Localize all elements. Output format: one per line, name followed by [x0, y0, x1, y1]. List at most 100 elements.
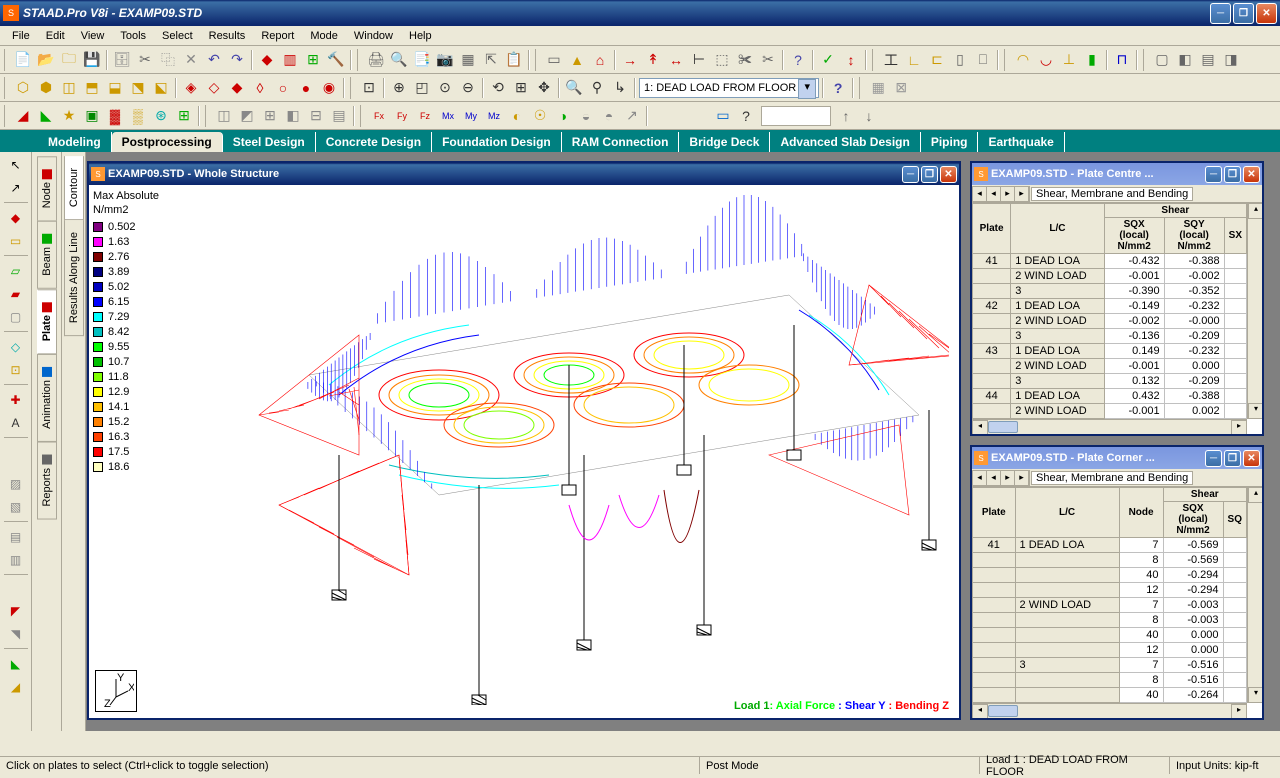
- menu-edit[interactable]: Edit: [38, 28, 73, 44]
- export-icon[interactable]: ⇱: [480, 49, 502, 71]
- sel-geom-icon[interactable]: ◇: [5, 336, 27, 358]
- rot4-icon[interactable]: ◊: [249, 77, 271, 99]
- move-icon[interactable]: ↔: [665, 49, 687, 71]
- s6-icon[interactable]: ▤: [328, 105, 350, 127]
- s5-icon[interactable]: ⊟: [305, 105, 327, 127]
- table-row[interactable]: 421 DEAD LOA-0.149-0.232: [973, 299, 1247, 314]
- doc-icon[interactable]: 📋: [503, 49, 525, 71]
- fx-icon[interactable]: Fx: [368, 105, 390, 127]
- m2-icon[interactable]: ▧: [5, 496, 27, 518]
- res3-icon[interactable]: ◑: [552, 105, 574, 127]
- table-row[interactable]: 40-0.294: [973, 568, 1247, 583]
- mode-tab-ram-connection[interactable]: RAM Connection: [562, 132, 680, 152]
- save-icon[interactable]: 💾: [81, 49, 103, 71]
- close-button[interactable]: ✕: [1256, 3, 1277, 24]
- maximize-button[interactable]: ❐: [1233, 3, 1254, 24]
- select-icon[interactable]: ⬚: [711, 49, 733, 71]
- hscroll[interactable]: [972, 419, 1247, 434]
- plus-icon[interactable]: ✚: [5, 389, 27, 411]
- help2-icon[interactable]: ?: [827, 77, 849, 99]
- page-tab-animation[interactable]: Animation: [37, 354, 57, 442]
- pc-min-button[interactable]: ─: [1205, 166, 1222, 183]
- menu-tools[interactable]: Tools: [112, 28, 154, 44]
- redo-icon[interactable]: ↷: [226, 49, 248, 71]
- q-icon[interactable]: ?: [735, 105, 757, 127]
- up-icon[interactable]: ↑: [835, 105, 857, 127]
- g1-icon[interactable]: ▦: [867, 77, 889, 99]
- tube-icon[interactable]: ▯: [949, 49, 971, 71]
- sheet-tab[interactable]: Shear, Membrane and Bending: [1031, 187, 1193, 201]
- structure-viewport[interactable]: Max Absolute N/mm2 0.5021.632.763.895.02…: [89, 185, 959, 718]
- copy-icon[interactable]: ⿻: [157, 49, 179, 71]
- knife-icon[interactable]: ✀: [734, 49, 756, 71]
- plate-centre-table[interactable]: PlateL/CShear SQX (local) N/mm2SQY (loca…: [972, 203, 1247, 419]
- mode-tab-concrete-design[interactable]: Concrete Design: [316, 132, 432, 152]
- table-row[interactable]: 37-0.516: [973, 658, 1247, 673]
- cube1-icon[interactable]: ⬡: [12, 77, 34, 99]
- sheet-tab-2[interactable]: Shear, Membrane and Bending: [1031, 471, 1193, 485]
- pk-close-button[interactable]: ✕: [1243, 450, 1260, 467]
- table-row[interactable]: 2 WIND LOAD-0.001-0.002: [973, 269, 1247, 284]
- vscroll[interactable]: [1247, 203, 1262, 419]
- v4-icon[interactable]: ◢: [5, 676, 27, 698]
- child-min-button[interactable]: ─: [902, 166, 919, 183]
- table-row[interactable]: 441 DEAD LOA0.432-0.388: [973, 389, 1247, 404]
- arc2-icon[interactable]: ◡: [1035, 49, 1057, 71]
- wide-icon[interactable]: ⎕: [972, 49, 994, 71]
- mz-icon[interactable]: Mz: [483, 105, 505, 127]
- tab-nav-2[interactable]: ◂◂▸▸: [972, 470, 1030, 486]
- arrow-right-icon[interactable]: →: [619, 49, 641, 71]
- sel-beam-icon[interactable]: ▭: [5, 230, 27, 252]
- wizard-icon[interactable]: ◆: [256, 49, 278, 71]
- m1-icon[interactable]: ▨: [5, 473, 27, 495]
- mode-tab-foundation-design[interactable]: Foundation Design: [432, 132, 562, 152]
- zoom-out-icon[interactable]: ⊖: [457, 77, 479, 99]
- rot2-icon[interactable]: ◇: [203, 77, 225, 99]
- plate-corner-table[interactable]: PlateL/CNodeShear SQX (local) N/mm2SQ 41…: [972, 487, 1247, 703]
- tools-icon[interactable]: 🔨: [325, 49, 347, 71]
- main-window-titlebar[interactable]: S EXAMP09.STD - Whole Structure ─ ❐ ✕: [89, 163, 959, 185]
- table-row[interactable]: 8-0.516: [973, 673, 1247, 688]
- zoom-fit-icon[interactable]: ⊡: [358, 77, 380, 99]
- window1-icon[interactable]: ▭: [543, 49, 565, 71]
- force-icon[interactable]: ↟: [642, 49, 664, 71]
- locate-icon[interactable]: ↳: [609, 77, 631, 99]
- sel-node-icon[interactable]: ◆: [5, 207, 27, 229]
- cut-icon[interactable]: ✂: [134, 49, 156, 71]
- dim2-icon[interactable]: ⊢: [688, 49, 710, 71]
- down-icon[interactable]: ↓: [858, 105, 880, 127]
- scissors-icon[interactable]: ✂: [757, 49, 779, 71]
- mon-icon[interactable]: ▭: [712, 105, 734, 127]
- menu-window[interactable]: Window: [346, 28, 401, 44]
- pc-close-button[interactable]: ✕: [1243, 166, 1260, 183]
- res6-icon[interactable]: ↗: [621, 105, 643, 127]
- menu-results[interactable]: Results: [201, 28, 254, 44]
- cube6-icon[interactable]: ⬔: [127, 77, 149, 99]
- menu-file[interactable]: File: [4, 28, 38, 44]
- cursor-icon[interactable]: ↖: [5, 154, 27, 176]
- zoom-dyn-icon[interactable]: ⊙: [434, 77, 456, 99]
- table-row[interactable]: 40-0.264: [973, 688, 1247, 703]
- plate-centre-titlebar[interactable]: S EXAMP09.STD - Plate Centre ... ─ ❐ ✕: [972, 163, 1262, 185]
- pk-max-button[interactable]: ❐: [1224, 450, 1241, 467]
- open-icon[interactable]: 📂: [35, 49, 57, 71]
- mode-tab-modeling[interactable]: Modeling: [38, 132, 112, 152]
- table-row[interactable]: 12-0.294: [973, 583, 1247, 598]
- page-tab-reports[interactable]: Reports: [37, 442, 57, 520]
- sq1-icon[interactable]: ▢: [1151, 49, 1173, 71]
- tab-nav[interactable]: ◂◂▸▸: [972, 186, 1030, 202]
- cube7-icon[interactable]: ⬕: [150, 77, 172, 99]
- g2-icon[interactable]: ⊠: [890, 77, 912, 99]
- v3-icon[interactable]: ◣: [5, 653, 27, 675]
- dim-icon[interactable]: ▲: [566, 49, 588, 71]
- vtab-contour[interactable]: Contour: [64, 156, 84, 220]
- mode-tab-piping[interactable]: Piping: [921, 132, 979, 152]
- preview-icon[interactable]: 🔍: [388, 49, 410, 71]
- camera-icon[interactable]: 📷: [434, 49, 456, 71]
- minimize-button[interactable]: ─: [1210, 3, 1231, 24]
- sel-solid-icon[interactable]: ▰: [5, 283, 27, 305]
- table-row[interactable]: 8-0.003: [973, 613, 1247, 628]
- r7-icon[interactable]: ⊛: [150, 105, 172, 127]
- vscroll-2[interactable]: [1247, 487, 1262, 703]
- mode-tab-earthquake[interactable]: Earthquake: [978, 132, 1064, 152]
